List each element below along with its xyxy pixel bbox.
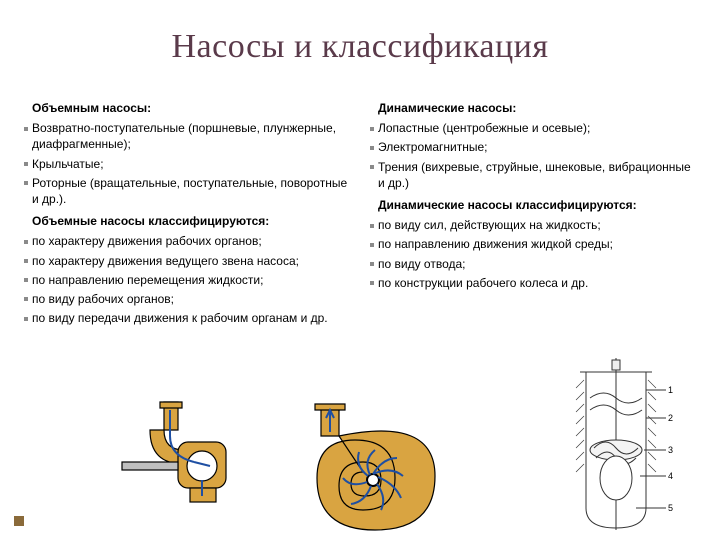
slide: Насосы и классификация Объемным насосы: … <box>0 0 720 540</box>
right-heading-1: Динамические насосы: <box>378 100 696 116</box>
list-item: по характеру движения ведущего звена нас… <box>24 253 350 269</box>
list-item: по виду рабочих органов; <box>24 291 350 307</box>
list-item: Возвратно-поступательные (поршневые, плу… <box>24 120 350 152</box>
list-item: по виду отвода; <box>370 256 696 272</box>
callout-label: 1 <box>668 385 673 395</box>
callout-label: 5 <box>668 503 673 513</box>
list-item: Трения (вихревые, струйные, шнековые, ви… <box>370 159 696 191</box>
list-item: Роторные (вращательные, поступательные, … <box>24 175 350 207</box>
right-list-1: Лопастные (центробежные и осевые); Элект… <box>370 120 696 191</box>
list-item: Крыльчатые; <box>24 156 350 172</box>
axial-pump-diagram-icon: 1 2 3 4 5 <box>556 358 676 538</box>
list-item: Электромагнитные; <box>370 139 696 155</box>
callout-label: 4 <box>668 471 673 481</box>
content-columns: Объемным насосы: Возвратно-поступательны… <box>24 100 696 332</box>
right-list-2: по виду сил, действующих на жидкость; по… <box>370 217 696 291</box>
corner-decoration-icon <box>14 516 24 526</box>
left-list-2: по характеру движения рабочих органов; п… <box>24 233 350 326</box>
right-column: Динамические насосы: Лопастные (центробе… <box>370 100 696 332</box>
list-item: по виду передачи движения к рабочим орга… <box>24 310 350 326</box>
pump-diagram-icon <box>110 396 450 536</box>
left-column: Объемным насосы: Возвратно-поступательны… <box>24 100 350 332</box>
page-title: Насосы и классификация <box>0 28 720 66</box>
list-item: по конструкции рабочего колеса и др. <box>370 275 696 291</box>
callout-label: 3 <box>668 445 673 455</box>
list-item: Лопастные (центробежные и осевые); <box>370 120 696 136</box>
list-item: по направлению перемещения жидкости; <box>24 272 350 288</box>
left-heading-2: Объемные насосы классифицируются: <box>32 213 350 229</box>
list-item: по направлению движения жидкой среды; <box>370 236 696 252</box>
callout-label: 2 <box>668 413 673 423</box>
right-heading-2: Динамические насосы классифицируются: <box>378 197 696 213</box>
left-heading-1: Объемным насосы: <box>32 100 350 116</box>
list-item: по виду сил, действующих на жидкость; <box>370 217 696 233</box>
list-item: по характеру движения рабочих органов; <box>24 233 350 249</box>
left-list-1: Возвратно-поступательные (поршневые, плу… <box>24 120 350 207</box>
